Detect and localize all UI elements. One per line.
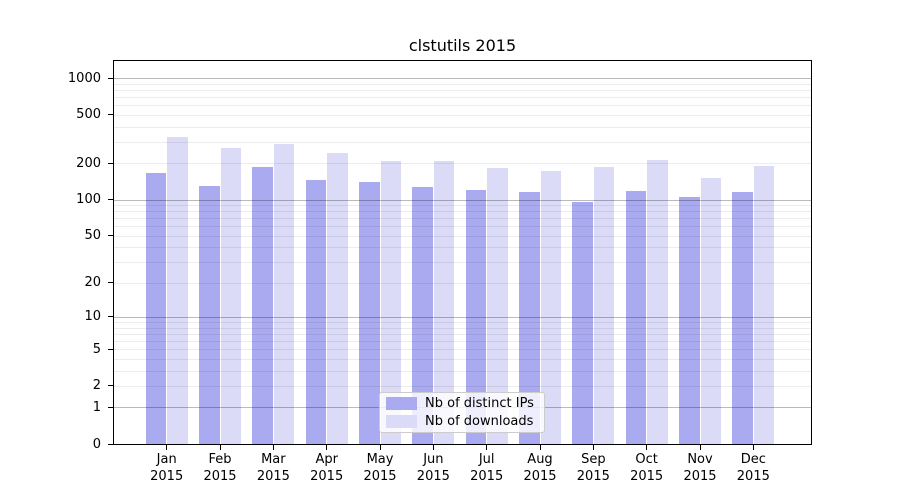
legend-swatch-downloads: [386, 415, 417, 428]
x-tick-label: Aug 2015: [523, 452, 557, 484]
minor-gridline: [113, 96, 812, 98]
bar-distinct-ips-jul: [465, 190, 487, 445]
x-tick-mark: [539, 444, 541, 450]
bar-downloads-mar: [273, 144, 295, 445]
bar-distinct-ips-apr: [305, 179, 327, 445]
bar-downloads-jun: [433, 160, 455, 445]
minor-gridline: [113, 126, 812, 128]
bar-distinct-ips-may: [359, 182, 380, 445]
y-tick-mark: [108, 77, 113, 79]
bar-downloads-jan: [167, 136, 188, 445]
x-tick-mark: [592, 444, 594, 450]
x-tick-mark: [166, 444, 168, 450]
bar-distinct-ips-jan: [145, 172, 167, 445]
y-tick-mark: [108, 316, 113, 318]
y-tick-mark: [108, 199, 113, 201]
legend-swatch-distinct-ips: [386, 397, 417, 410]
y-tick-mark: [108, 114, 113, 116]
x-tick-mark: [326, 444, 328, 450]
x-tick-label: Jul 2015: [470, 452, 504, 484]
x-tick-label: May 2015: [363, 452, 397, 484]
legend-item-distinct-ips: Nb of distinct IPs: [386, 395, 544, 411]
y-tick-mark: [108, 385, 113, 387]
x-tick-label: Feb 2015: [203, 452, 237, 484]
x-tick-mark: [486, 444, 488, 450]
bar-downloads-nov: [700, 178, 721, 445]
legend-label-distinct-ips: Nb of distinct IPs: [425, 395, 534, 411]
x-tick-mark: [272, 444, 274, 450]
y-tick-mark: [108, 443, 113, 445]
y-tick-label: 0: [92, 436, 101, 452]
bar-distinct-ips-sep: [572, 201, 593, 445]
minor-gridline: [113, 105, 812, 107]
legend: Nb of distinct IPs Nb of downloads: [379, 392, 545, 433]
x-tick-label: Apr 2015: [310, 452, 344, 484]
y-tick-label: 200: [76, 155, 101, 171]
x-tick-label: Oct 2015: [630, 452, 664, 484]
y-tick-mark: [108, 348, 113, 350]
y-tick-label: 10: [84, 309, 101, 325]
bar-distinct-ips-mar: [252, 167, 273, 445]
bar-distinct-ips-nov: [679, 197, 700, 445]
minor-gridline: [113, 163, 812, 165]
y-tick-label: 5: [92, 341, 101, 357]
bar-downloads-apr: [327, 152, 348, 445]
bar-downloads-oct: [647, 159, 668, 445]
bar-downloads-jul: [487, 167, 508, 445]
minor-gridline: [113, 89, 812, 91]
bar-distinct-ips-feb: [199, 185, 220, 445]
minor-gridline: [113, 141, 812, 143]
x-tick-mark: [379, 444, 381, 450]
bar-downloads-sep: [593, 167, 615, 445]
x-tick-label: Mar 2015: [256, 452, 290, 484]
x-tick-label: Sep 2015: [576, 452, 610, 484]
bar-distinct-ips-aug: [519, 192, 540, 445]
y-tick-label: 2: [92, 378, 101, 394]
y-tick-label: 500: [76, 107, 101, 123]
bar-distinct-ips-dec: [732, 191, 753, 445]
x-tick-mark: [646, 444, 648, 450]
legend-item-downloads: Nb of downloads: [386, 413, 544, 429]
x-tick-mark: [219, 444, 221, 450]
y-tick-label: 100: [76, 192, 101, 208]
legend-label-downloads: Nb of downloads: [425, 413, 534, 429]
x-tick-label: Jan 2015: [150, 452, 184, 484]
y-tick-mark: [108, 406, 113, 408]
y-tick-mark: [108, 235, 113, 237]
y-tick-mark: [108, 162, 113, 164]
x-tick-mark: [699, 444, 701, 450]
y-tick-label: 1000: [67, 70, 101, 86]
minor-gridline: [113, 114, 812, 116]
x-tick-mark: [752, 444, 754, 450]
x-tick-label: Dec 2015: [736, 452, 770, 484]
y-tick-label: 20: [84, 275, 101, 291]
bar-distinct-ips-oct: [625, 190, 647, 445]
chart-title: clstutils 2015: [408, 36, 517, 55]
bar-downloads-dec: [753, 166, 775, 445]
y-tick-label: 50: [84, 228, 101, 244]
x-tick-label: Nov 2015: [683, 452, 717, 484]
bar-downloads-feb: [220, 148, 242, 445]
y-tick-label: 1: [92, 399, 101, 415]
y-tick-mark: [108, 282, 113, 284]
minor-gridline: [113, 83, 812, 85]
x-tick-mark: [432, 444, 434, 450]
bar-downloads-aug: [540, 170, 561, 445]
x-tick-label: Jun 2015: [416, 452, 450, 484]
major-gridline: [113, 78, 812, 80]
bar-downloads-may: [380, 160, 402, 445]
bar-distinct-ips-jun: [412, 186, 433, 445]
